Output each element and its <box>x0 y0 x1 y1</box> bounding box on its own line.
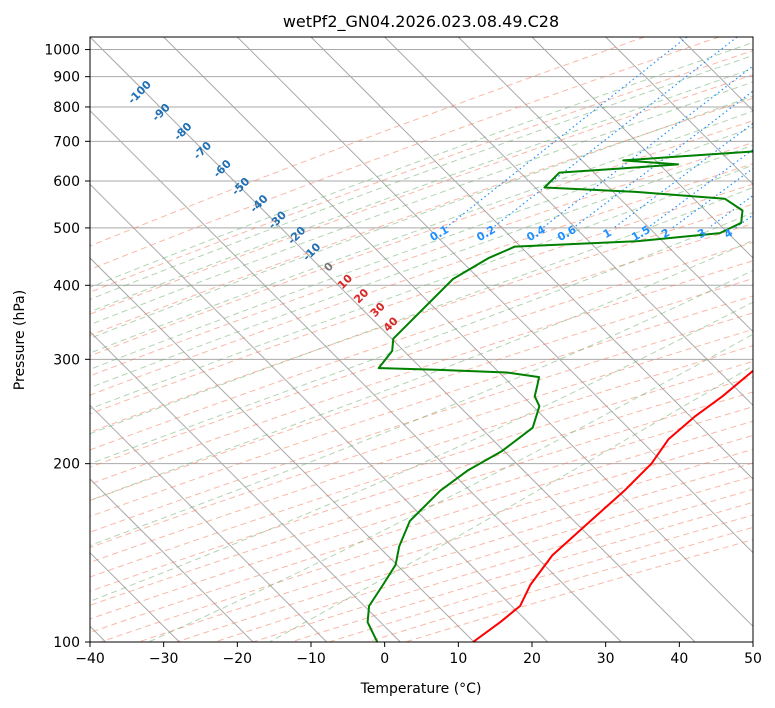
x-tick-label: 20 <box>523 651 541 667</box>
moist-adiabat-line <box>90 41 753 288</box>
dry-adiabat-line <box>90 120 753 357</box>
dry-adiabat-line <box>90 50 753 293</box>
background-lines <box>90 37 753 642</box>
moist-adiabat-line <box>90 186 753 435</box>
moist-adiabat-line <box>90 67 753 313</box>
isotherm-line <box>605 37 753 186</box>
moist-adiabat-line <box>90 54 753 300</box>
moist-adiabat-line <box>90 301 753 602</box>
dry-adiabat-line <box>90 163 753 396</box>
y-tick-label: 600 <box>53 174 80 190</box>
isotherm-line <box>752 37 753 38</box>
moist-adiabat-line <box>90 239 753 501</box>
chart-title: wetPf2_GN04.2026.023.08.49.C28 <box>283 12 559 32</box>
x-tick-label: −20 <box>223 651 253 667</box>
dry-adiabat-line <box>90 328 753 548</box>
isotherm-line <box>310 37 753 480</box>
isotherm-line <box>90 257 475 642</box>
dry-adiabat-line <box>90 391 753 606</box>
dry-adiabat-line <box>90 74 753 315</box>
x-tick-label: 30 <box>597 651 615 667</box>
moist-adiabat-line <box>269 365 753 642</box>
isotherm-line <box>531 37 753 259</box>
y-axis-ticks: 100 200 300 400 500 600 700 800 900 1000 <box>44 43 90 651</box>
y-tick-label: 100 <box>53 635 80 651</box>
x-axis-label: Temperature (°C) <box>360 681 482 697</box>
y-tick-label: 700 <box>53 134 80 150</box>
isotherm-line <box>236 37 753 554</box>
isotherm-line <box>163 37 753 628</box>
x-tick-label: 50 <box>744 651 762 667</box>
y-tick-label: 500 <box>53 221 80 237</box>
mixing-ratio-line <box>445 37 688 229</box>
dewpoint-profile <box>366 150 753 642</box>
mixing-ratio-line <box>613 122 753 229</box>
isotherm-line <box>90 478 254 642</box>
temperature-profile <box>472 369 753 642</box>
isotherm-line <box>90 404 328 642</box>
isotherm-line <box>90 330 401 642</box>
y-tick-label: 900 <box>53 70 80 86</box>
x-tick-label: −30 <box>149 651 179 667</box>
dry-adiabat-line <box>90 222 753 451</box>
x-tick-label: −10 <box>296 651 326 667</box>
x-tick-label: −40 <box>75 651 105 667</box>
dry-adiabat-line <box>90 312 753 533</box>
y-tick-label: 300 <box>53 352 80 368</box>
isotherm-line <box>90 183 549 642</box>
moist-adiabat-line <box>90 269 753 547</box>
isotherm-line <box>90 109 622 642</box>
isotherm-line <box>384 37 753 407</box>
mixing-ratio-line <box>572 90 753 229</box>
x-tick-label: 40 <box>670 651 688 667</box>
moist-adiabat-line <box>90 211 753 465</box>
plot-frame <box>89 36 754 643</box>
moist-adiabat-line <box>90 126 753 370</box>
dry-adiabat-line <box>90 203 753 433</box>
y-axis-label: Pressure (hPa) <box>12 290 28 390</box>
x-tick-label: 0 <box>380 651 389 667</box>
plot-background <box>90 37 753 642</box>
dry-adiabat-line <box>90 97 753 336</box>
dry-adiabat-line <box>90 37 645 247</box>
moist-adiabat-line <box>90 144 753 389</box>
y-tick-label: 1000 <box>44 43 80 59</box>
dry-adiabat-line <box>90 260 753 485</box>
y-tick-label: 800 <box>53 100 80 116</box>
x-axis-ticks: −40 −30 −20 −10 0 10 20 30 40 50 <box>75 642 762 667</box>
dry-adiabat-line <box>90 141 753 377</box>
moist-adiabat-line <box>90 81 753 326</box>
y-tick-label: 200 <box>53 457 80 473</box>
y-tick-label: 400 <box>53 278 80 294</box>
dry-adiabat-line <box>90 278 753 502</box>
moist-adiabat-line <box>148 333 753 642</box>
moist-adiabat-line <box>90 164 753 410</box>
x-tick-label: 10 <box>449 651 467 667</box>
dry-adiabat-line <box>90 360 753 578</box>
series-lines <box>366 150 753 642</box>
